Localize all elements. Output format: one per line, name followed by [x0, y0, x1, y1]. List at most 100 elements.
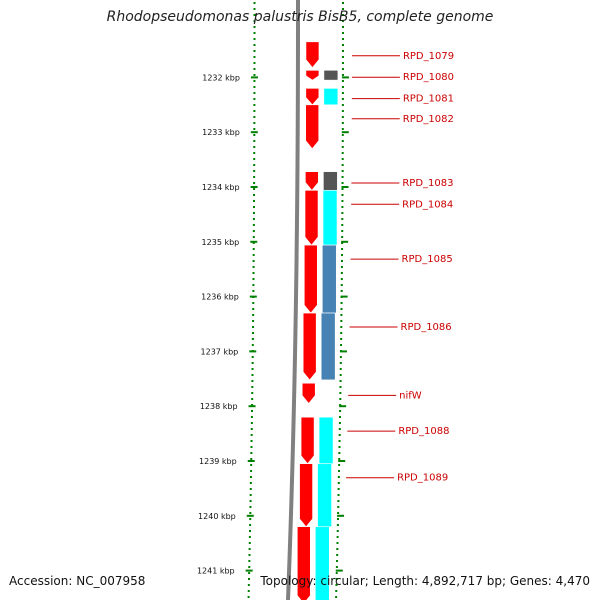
right-dot	[340, 326, 343, 328]
gene-label[interactable]: nifW	[399, 390, 422, 401]
left-dot	[248, 560, 251, 562]
gene-arrow[interactable]	[300, 416, 315, 465]
tick-layer: 1232 kbp 1233 kbp 1234 kbp 1235 kbp 1236 kbp…	[197, 2, 349, 598]
left-dot	[248, 530, 251, 532]
gene-label[interactable]: RPD_1084	[402, 199, 453, 210]
right-dot	[341, 218, 344, 220]
left-dot	[253, 110, 256, 112]
left-dot	[252, 260, 255, 262]
left-dot	[252, 230, 255, 232]
left-dot	[252, 284, 255, 286]
left-dot	[250, 434, 253, 436]
gene-label[interactable]: RPD_1089	[397, 473, 448, 484]
gene-label[interactable]: RPD_1083	[402, 178, 453, 189]
left-dot	[252, 254, 255, 256]
left-dot	[249, 524, 252, 526]
accession-text: Accession: NC_007958	[9, 574, 146, 588]
gene-label[interactable]: RPD_1088	[398, 426, 449, 437]
left-dot	[250, 422, 253, 424]
left-dot	[248, 536, 251, 538]
left-dot	[253, 200, 256, 202]
gene-arrow[interactable]	[305, 171, 319, 191]
right-dot	[335, 578, 338, 580]
gene-arrow[interactable]	[305, 88, 320, 106]
gene-arrow[interactable]	[305, 69, 320, 81]
gene-label[interactable]: RPD_1082	[403, 114, 454, 125]
left-dot	[253, 128, 256, 130]
left-dot	[252, 326, 255, 328]
left-dot	[252, 272, 255, 274]
left-dot	[252, 278, 255, 280]
right-dot	[341, 194, 344, 196]
left-dot	[253, 116, 256, 118]
gene-arrow[interactable]	[304, 189, 319, 246]
right-dot	[341, 170, 344, 172]
left-dot	[253, 8, 256, 10]
left-dot	[249, 518, 252, 520]
right-dot	[339, 356, 342, 358]
gene-label[interactable]: RPD_1081	[403, 94, 454, 105]
left-dot	[249, 506, 252, 508]
right-dot	[341, 134, 344, 136]
right-dot	[341, 224, 344, 226]
right-dot	[341, 254, 344, 256]
right-dot	[336, 542, 339, 544]
left-dot	[253, 14, 256, 16]
right-dot	[338, 428, 341, 430]
right-dot	[339, 362, 342, 364]
right-dot	[339, 392, 342, 394]
left-dot	[252, 224, 255, 226]
right-dot	[338, 434, 341, 436]
kbp-tick-label: 1241 kbp	[197, 567, 235, 576]
left-dot	[252, 302, 255, 304]
right-dot	[341, 140, 344, 142]
genome-summary-text: Topology: circular; Length: 4,892,717 bp…	[260, 574, 590, 588]
left-dot	[251, 362, 254, 364]
right-dot	[337, 506, 340, 508]
gene-label[interactable]: RPD_1086	[401, 322, 452, 333]
left-dot	[253, 86, 256, 88]
left-dot	[253, 176, 256, 178]
gene-label[interactable]: RPD_1079	[403, 51, 454, 62]
left-dot	[251, 356, 254, 358]
left-dot	[251, 404, 254, 406]
left-dot	[251, 332, 254, 334]
left-dot	[248, 554, 251, 556]
right-dot	[341, 74, 344, 76]
right-dot	[336, 554, 339, 556]
gene-arrow[interactable]	[301, 382, 316, 404]
left-dot	[251, 392, 254, 394]
left-dot	[249, 482, 252, 484]
right-dot	[341, 164, 344, 166]
left-dot	[253, 188, 256, 190]
kbp-tick-label: 1240 kbp	[198, 512, 236, 521]
major-tick	[340, 295, 348, 298]
gene-arrow[interactable]	[302, 312, 317, 381]
right-dot	[341, 146, 344, 148]
right-dot	[339, 404, 342, 406]
left-dot	[253, 122, 256, 124]
left-dot	[250, 416, 253, 418]
right-dot	[341, 86, 344, 88]
left-dot	[251, 386, 254, 388]
gene-arrow[interactable]	[305, 41, 320, 69]
right-dot	[340, 266, 343, 268]
gene-category-box	[318, 416, 334, 465]
right-dot	[341, 212, 344, 214]
right-dot	[340, 314, 343, 316]
gene-arrow[interactable]	[303, 244, 318, 314]
gene-label[interactable]: RPD_1085	[402, 254, 453, 265]
major-tick	[250, 76, 258, 79]
gene-arrow[interactable]	[305, 104, 320, 150]
left-dot	[250, 464, 253, 466]
left-dot	[251, 398, 254, 400]
right-dot	[336, 524, 339, 526]
left-dot	[253, 68, 256, 70]
gene-label[interactable]: RPD_1080	[403, 72, 454, 83]
left-dot	[253, 140, 256, 142]
gene-arrow[interactable]	[299, 463, 313, 528]
right-dot	[338, 458, 341, 460]
gene-arrow[interactable]	[296, 526, 311, 600]
left-dot	[251, 368, 254, 370]
